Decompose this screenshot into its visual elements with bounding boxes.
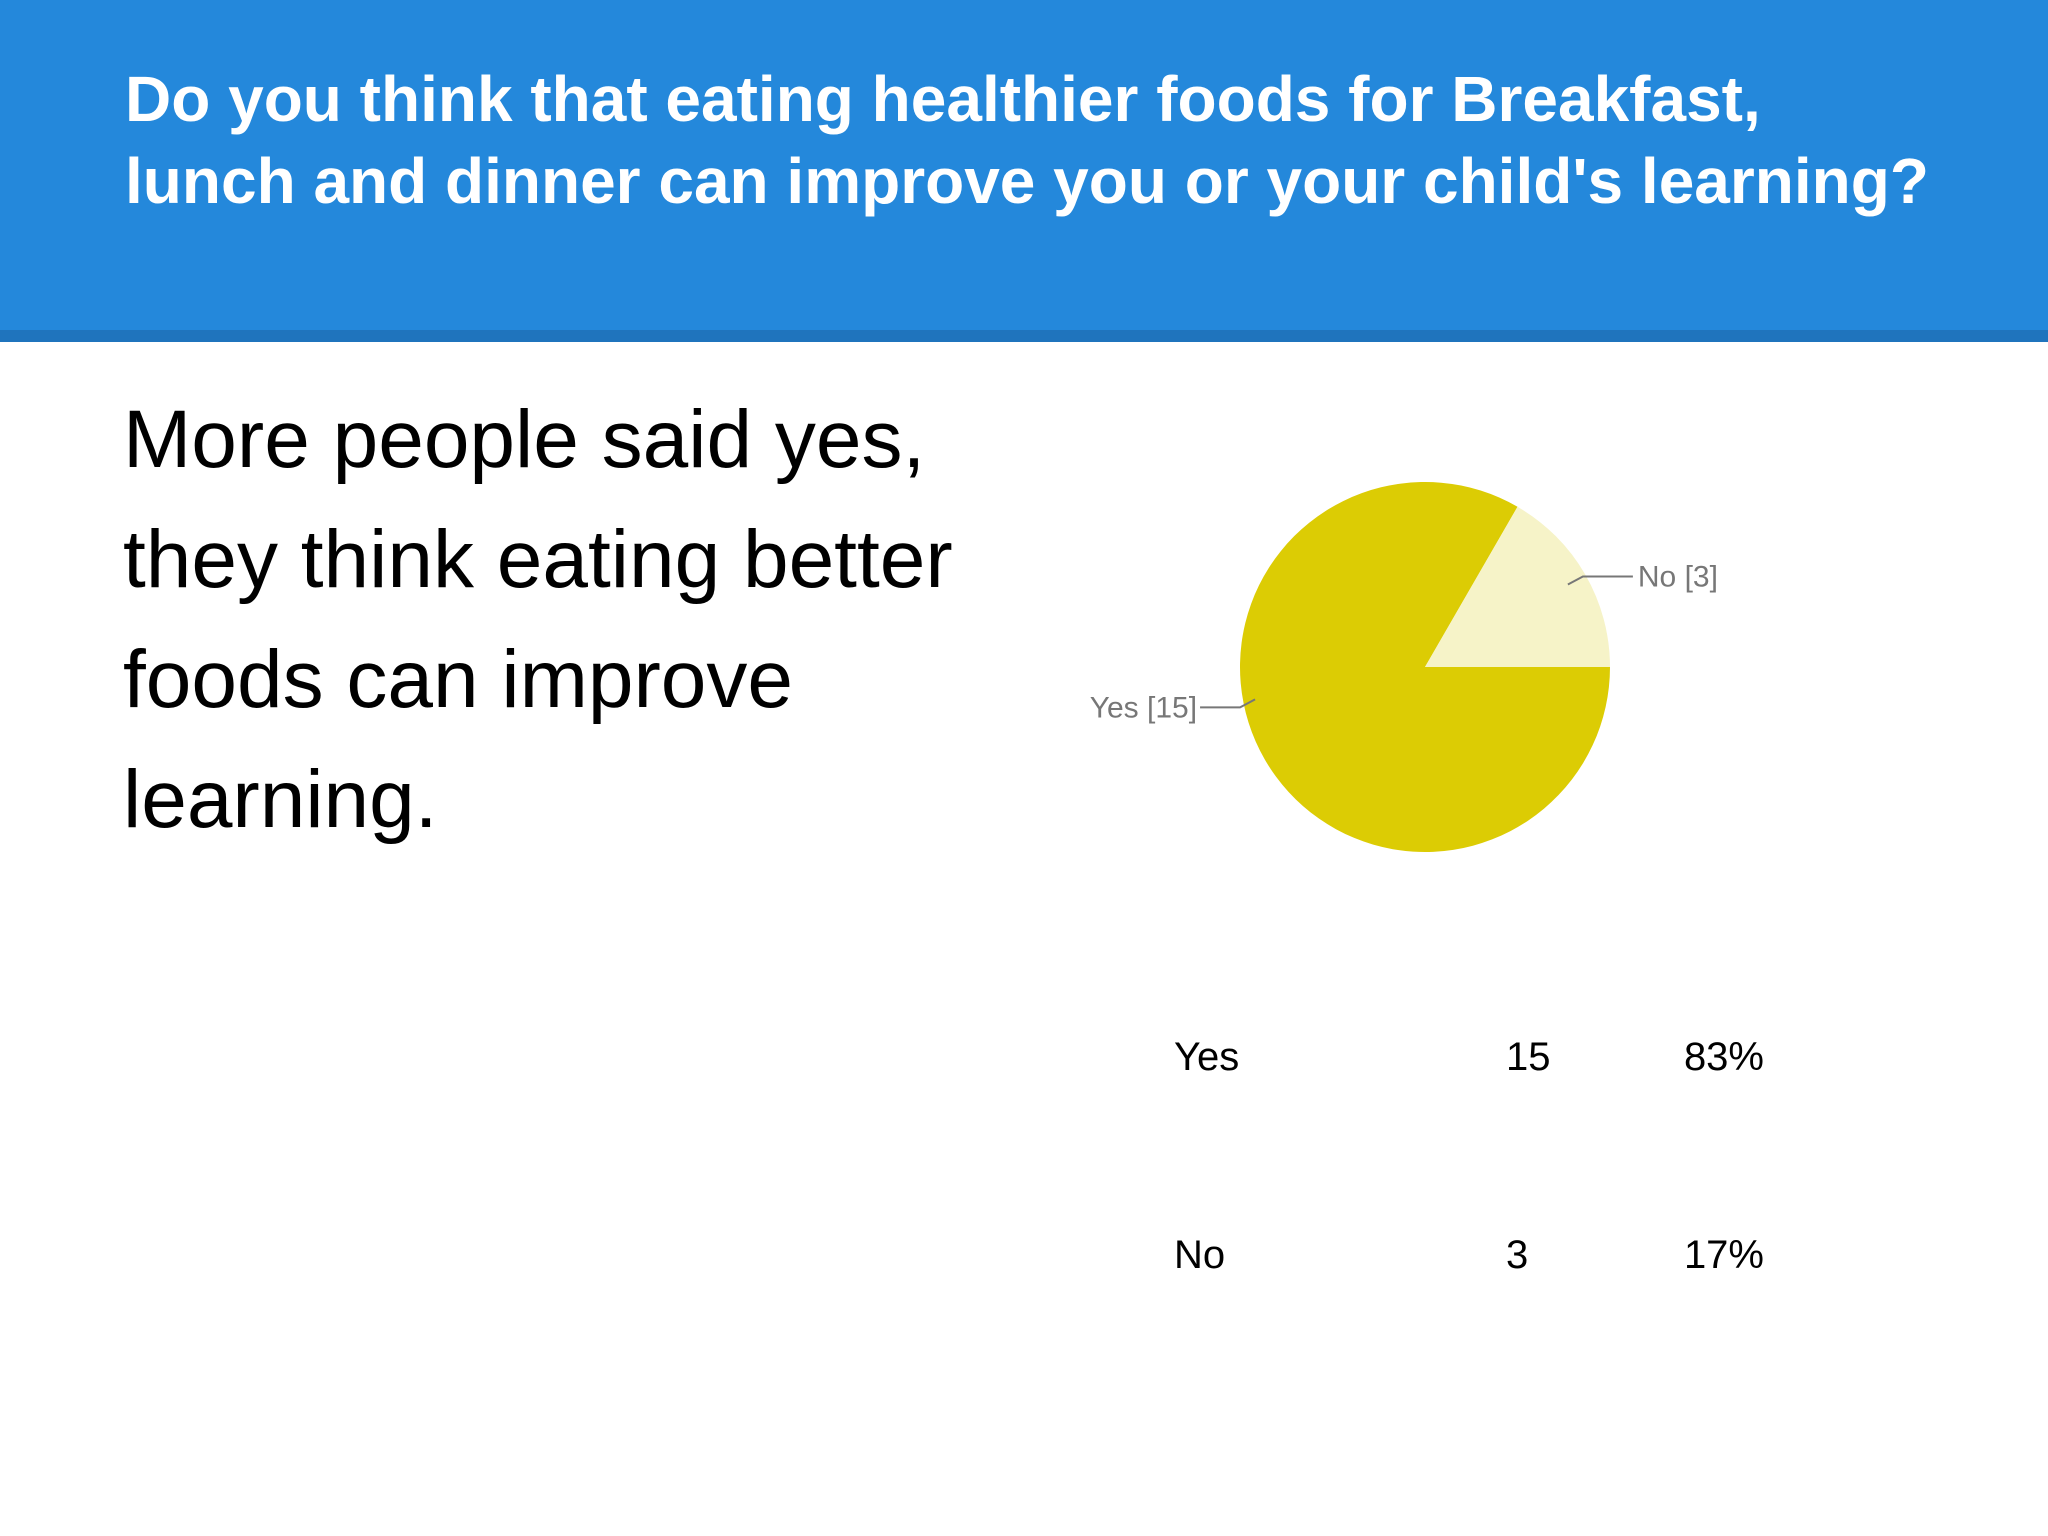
leader-line-yes [1200,698,1256,709]
table-cell-percent: 17% [1683,1233,1764,1277]
pie-chart: No [3] Yes [15] [1060,440,1820,900]
table-cell-category: Yes [1174,1035,1240,1079]
pie-chart-svg: No [3] Yes [15] [1090,482,1718,852]
table-cell-category: No [1174,1233,1226,1277]
table-cell-percent: 83% [1683,1035,1764,1079]
leader-line-no [1567,575,1633,586]
table-row: No 3 17% [1174,1233,1764,1431]
slice-label-no: No [3] [1638,561,1718,594]
title-bar: Do you think that eating healthier foods… [0,0,2048,342]
slice-label-yes: Yes [15] [1090,691,1197,724]
pie-slice-no [1425,506,1610,667]
table-cell-count: 15 [1506,1035,1551,1079]
table-cell-count: 3 [1506,1233,1529,1277]
slide-title: Do you think that eating healthier foods… [125,63,1929,217]
table-row: Yes 15 83% [1174,1035,1764,1233]
response-table: Yes 15 83% No 3 17% [1174,1035,1764,1431]
summary-text: More people said yes, they think eating … [123,394,953,845]
